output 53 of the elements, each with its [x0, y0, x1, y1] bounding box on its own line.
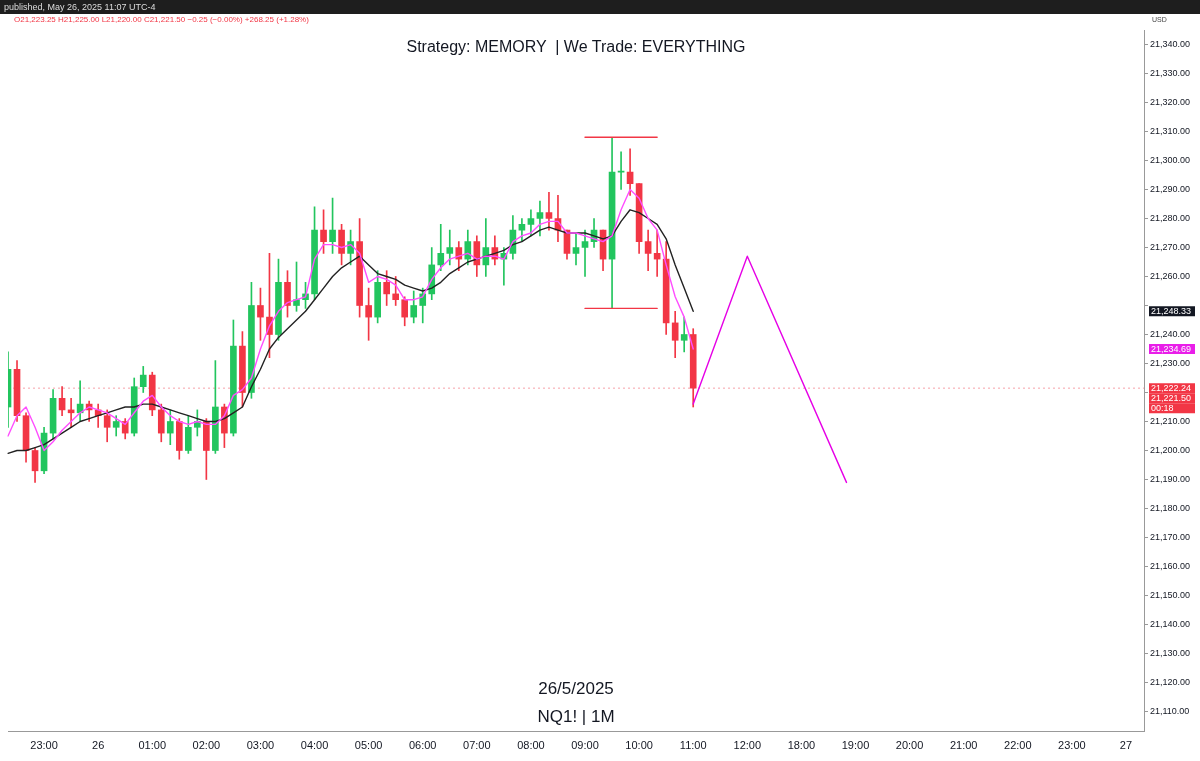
- annotation: 26/5/2025: [538, 678, 614, 698]
- y-tick-label: 21,290.00: [1150, 183, 1191, 194]
- y-tick-label: 21,190.00: [1150, 473, 1191, 484]
- y-tick-label: 21,180.00: [1150, 502, 1191, 513]
- x-tick-label: 22:00: [1004, 739, 1032, 752]
- x-tick-label: 26: [92, 739, 105, 752]
- x-tick-label: 23:00: [1058, 739, 1086, 752]
- x-tick-label: 03:00: [246, 739, 275, 752]
- y-tick-label: 21,300.00: [1150, 154, 1191, 165]
- y-tick-label: 21,200.00: [1150, 444, 1191, 455]
- x-tick-label: 05:00: [354, 739, 383, 752]
- y-tick-label: 21,160.00: [1150, 560, 1191, 571]
- y-tick-label: 21,320.00: [1150, 96, 1191, 107]
- y-tick-label: 21,230.00: [1150, 357, 1191, 368]
- text: 21,234.69: [1151, 344, 1192, 354]
- x-tick-label: 21:00: [949, 739, 978, 752]
- x-tick-label: 08:00: [517, 739, 545, 752]
- x-tick-label: 12:00: [733, 739, 762, 752]
- text: published, May 26, 2025 11:07 UTC-4: [0, 0, 1200, 14]
- y-tick-label: 21,120.00: [1150, 676, 1191, 687]
- y-tick-label: 21,270.00: [1150, 241, 1191, 252]
- x-tick-label: 06:00: [408, 739, 437, 752]
- x-tick-label: 23:00: [30, 739, 58, 752]
- x-tick-label: 02:00: [192, 739, 221, 752]
- text: Strategy: MEMORY | We Trade: EVERYTHING: [406, 38, 746, 55]
- y-tick-label: 21,130.00: [1150, 647, 1191, 658]
- x-tick-label: 27: [1119, 739, 1133, 752]
- text: 21,221.50: [1151, 393, 1192, 404]
- x-tick-label: 20:00: [895, 739, 924, 752]
- y-tick-label: 21,280.00: [1150, 212, 1191, 223]
- text: 21,248.33: [1151, 306, 1192, 317]
- x-tick-label: 18:00: [787, 739, 816, 752]
- text: 00:18: [1151, 403, 1174, 414]
- y-tick-label: 21,240.00: [1150, 328, 1191, 339]
- annotation: NQ1! | 1M: [537, 706, 615, 726]
- text: O21,223.25 H21,225.00 L21,220.00 C21,221.50 −0.25 (−0.00%) +268.25 (+1.28%): [14, 15, 310, 24]
- x-tick-label: 09:00: [571, 739, 599, 752]
- y-tick-label: 21,140.00: [1150, 618, 1191, 629]
- y-tick-label: 21,310.00: [1150, 125, 1191, 136]
- x-tick-label: 01:00: [138, 739, 167, 752]
- y-tick-label: 21,340.00: [1150, 38, 1191, 49]
- y-tick-label: 21,260.00: [1150, 270, 1191, 281]
- x-tick-label: 11:00: [679, 739, 707, 752]
- y-tick-label: 21,170.00: [1150, 531, 1191, 542]
- x-tick-label: 04:00: [300, 739, 329, 752]
- y-tick-label: 21,210.00: [1150, 415, 1191, 426]
- y-tick-label: 21,330.00: [1150, 67, 1191, 78]
- y-tick-label: 21,150.00: [1150, 589, 1191, 600]
- x-tick-label: 10:00: [625, 739, 653, 752]
- x-tick-label: 19:00: [841, 739, 870, 752]
- text: 21,222.24: [1151, 383, 1192, 394]
- y-tick-label: 21,110.00: [1150, 705, 1190, 716]
- x-tick-label: 07:00: [463, 739, 491, 752]
